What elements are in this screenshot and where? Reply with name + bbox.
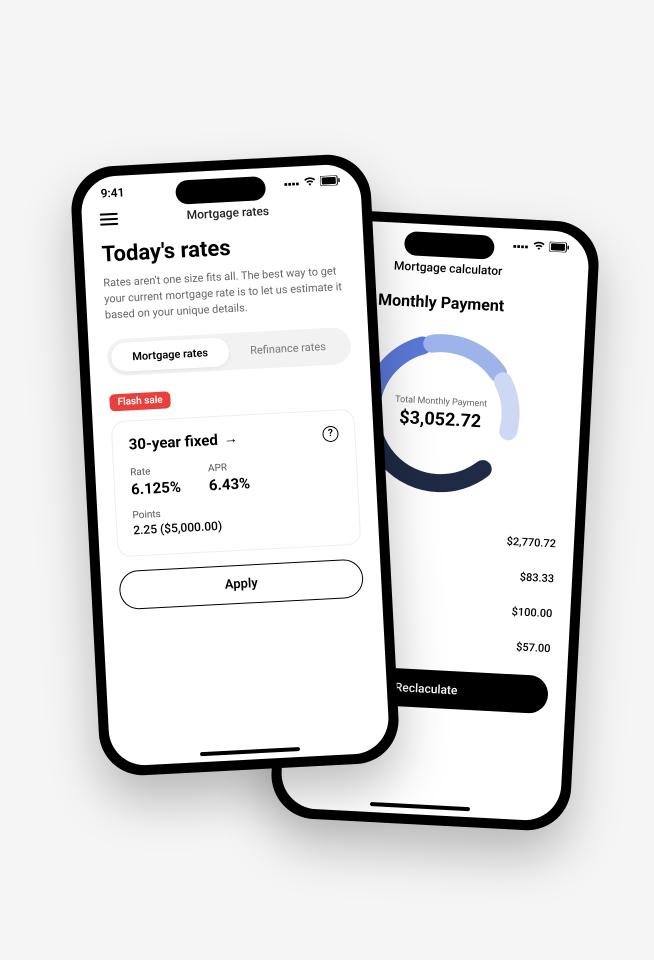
menu-icon[interactable] [100,213,119,226]
phone-notch [175,176,266,205]
arrow-right-icon: → [223,430,238,448]
status-icons: ▪▪▪▪ [283,175,340,191]
rate-card: 30-year fixed → ? Rate 6.125% APR 6.43% [111,408,362,557]
tab-mortgage-rates[interactable]: Mortgage rates [110,337,229,372]
battery-icon [320,175,341,189]
tab-refinance-rates[interactable]: Refinance rates [228,331,347,366]
status-icons: ▪▪▪▪ [513,239,570,255]
rate-card-title[interactable]: 30-year fixed → [128,430,238,454]
tabs: Mortgage rates Refinance rates [106,327,352,377]
status-time: 9:41 [100,185,125,200]
breakdown-value: $83.33 [519,571,554,586]
apr-value: 6.43% [208,474,250,494]
wifi-icon [532,240,546,254]
card-title-text: 30-year fixed [128,431,218,454]
rate-label: Rate [130,465,180,479]
breakdown-value: $100.00 [511,605,552,620]
signal-icon: ▪▪▪▪ [513,239,529,253]
breakdown-value: $57.00 [516,640,551,655]
nav-title: Mortgage rates [130,201,326,225]
breakdown-value: $2,770.72 [506,535,556,551]
phone-rates: 9:41 ▪▪▪▪ Mortgage rates Today's rates R… [69,153,401,778]
page-subtext: Rates aren't one size fits all. The best… [103,263,349,324]
apr-label: APR [208,461,250,474]
help-icon[interactable]: ? [322,425,339,442]
donut-center-value: $3,052.72 [399,407,482,432]
apply-button[interactable]: Apply [118,558,364,610]
signal-icon: ▪▪▪▪ [283,177,299,191]
wifi-icon [303,176,317,190]
flash-sale-badge: Flash sale [109,391,171,411]
home-indicator [370,802,470,811]
phone-notch [404,231,495,260]
battery-icon [549,241,570,255]
rate-value: 6.125% [131,478,182,499]
